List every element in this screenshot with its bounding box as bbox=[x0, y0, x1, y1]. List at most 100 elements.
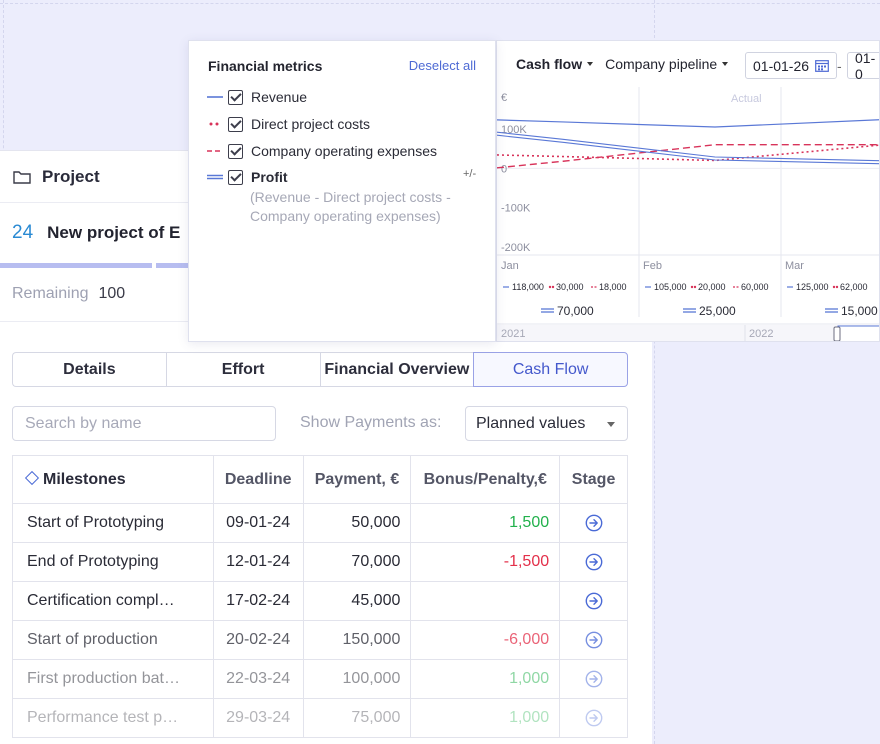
milestone-deadline: 22-03-24 bbox=[212, 659, 304, 699]
milestone-name[interactable]: End of Prototyping bbox=[12, 542, 214, 582]
tab-effort[interactable]: Effort bbox=[165, 352, 320, 387]
table-row[interactable]: End of Prototyping 12-01-24 70,000 -1,500 bbox=[12, 542, 628, 582]
header-payment[interactable]: Payment, € bbox=[302, 455, 412, 504]
table-row[interactable]: Certification compl… 17-02-24 45,000 bbox=[12, 581, 628, 621]
revenue-line bbox=[497, 119, 879, 128]
tab-details[interactable]: Details bbox=[12, 352, 166, 387]
metric-direct-costs[interactable]: Direct project costs bbox=[206, 115, 370, 133]
x-tick-label: Mar bbox=[785, 260, 804, 272]
profit-value-label: 25,000 bbox=[699, 304, 736, 318]
metric-profit[interactable]: Profit bbox=[206, 168, 288, 186]
milestone-stage[interactable] bbox=[559, 542, 628, 582]
arrow-right-circle-icon[interactable] bbox=[585, 553, 603, 571]
milestone-stage[interactable] bbox=[559, 581, 628, 621]
milestone-bonus-penalty: 1,000 bbox=[410, 659, 561, 699]
profit-formula: (Revenue - Direct project costs - Compan… bbox=[250, 189, 451, 224]
milestone-stage[interactable] bbox=[559, 503, 628, 543]
date-to-input[interactable]: 01-0 bbox=[847, 50, 879, 82]
show-payments-select[interactable]: Planned values bbox=[465, 406, 628, 441]
header-stage[interactable]: Stage bbox=[559, 455, 628, 504]
timeline-selection bbox=[837, 325, 879, 341]
revenue-checkbox[interactable] bbox=[228, 89, 243, 105]
milestone-payment: 75,000 bbox=[302, 698, 412, 738]
arrow-right-circle-icon[interactable] bbox=[585, 631, 603, 649]
frame-border-right bbox=[654, 0, 655, 744]
milestone-stage[interactable] bbox=[559, 659, 628, 699]
header-bonus-penalty[interactable]: Bonus/Penalty,€ bbox=[410, 455, 561, 504]
table-row[interactable]: Start of production 20-02-24 150,000 -6,000 bbox=[12, 620, 628, 660]
y-tick-label: -200K bbox=[501, 242, 531, 254]
remaining-row: Remaining 100 bbox=[12, 285, 125, 303]
revenue-value-label: 118,000 bbox=[512, 282, 544, 292]
actual-annotation: Actual bbox=[731, 93, 762, 105]
milestone-payment: 100,000 bbox=[302, 659, 412, 699]
project-tabs: Details Effort Financial Overview Cash F… bbox=[12, 352, 628, 387]
project-name-row: 24 New project of E bbox=[0, 211, 180, 255]
profit-checkbox[interactable] bbox=[228, 169, 243, 185]
project-header-title: Project bbox=[42, 166, 100, 186]
timeline-track bbox=[497, 325, 879, 341]
y-tick-label: 0 bbox=[501, 163, 507, 175]
milestone-payment: 50,000 bbox=[302, 503, 412, 543]
milestone-bonus-penalty: -1,500 bbox=[410, 542, 561, 582]
project-name[interactable]: New project of E bbox=[47, 223, 181, 242]
operating-expenses-value-label: 18,000 bbox=[599, 282, 627, 292]
direct-costs-checkbox[interactable] bbox=[228, 116, 243, 132]
milestone-stage[interactable] bbox=[559, 620, 628, 660]
search-input[interactable] bbox=[12, 406, 276, 441]
milestone-name[interactable]: Performance test p… bbox=[12, 698, 214, 738]
progress-segment bbox=[0, 263, 152, 268]
milestone-stage[interactable] bbox=[559, 698, 628, 738]
calendar-icon bbox=[815, 60, 829, 72]
chart-toolbar: Cash flow Company pipeline bbox=[497, 41, 879, 87]
timeline-year-label: 2021 bbox=[501, 328, 525, 340]
table-row[interactable]: First production bat… 22-03-24 100,000 1,00… bbox=[12, 659, 628, 699]
x-tick-label: Feb bbox=[643, 260, 662, 272]
revenue-value-label: 105,000 bbox=[654, 282, 687, 292]
scope-dropdown[interactable]: Company pipeline bbox=[605, 56, 729, 72]
arrow-right-circle-icon[interactable] bbox=[585, 514, 603, 532]
milestone-deadline: 29-03-24 bbox=[212, 698, 304, 738]
direct-costs-legend-mark bbox=[548, 285, 552, 289]
date-from-input[interactable]: 01-01-26 bbox=[745, 52, 838, 79]
arrow-right-circle-icon[interactable] bbox=[585, 670, 603, 688]
chevron-down-icon bbox=[607, 422, 615, 427]
milestone-deadline: 12-01-24 bbox=[212, 542, 304, 582]
operating-expenses-value-label: 60,000 bbox=[741, 282, 769, 292]
profit-value-label: 70,000 bbox=[557, 304, 594, 318]
deselect-all-link[interactable]: Deselect all bbox=[408, 58, 476, 73]
arrow-right-circle-icon[interactable] bbox=[585, 709, 603, 727]
milestone-payment: 150,000 bbox=[302, 620, 412, 660]
milestone-name[interactable]: First production bat… bbox=[12, 659, 214, 699]
direct-costs-value-label: 62,000 bbox=[840, 282, 868, 292]
table-row[interactable]: Performance test p… 29-03-24 75,000 1,000 bbox=[12, 698, 628, 738]
profit-line bbox=[497, 131, 879, 162]
milestone-name[interactable]: Certification compl… bbox=[12, 581, 214, 621]
y-tick-label: -100K bbox=[501, 203, 531, 215]
milestone-payment: 45,000 bbox=[302, 581, 412, 621]
milestone-name[interactable]: Start of production bbox=[12, 620, 214, 660]
tab-cash-flow[interactable]: Cash Flow bbox=[473, 352, 628, 387]
operating-expenses-checkbox[interactable] bbox=[228, 143, 243, 159]
direct-costs-legend-mark bbox=[693, 285, 697, 289]
view-dropdown[interactable]: Cash flow bbox=[516, 56, 594, 72]
direct-costs-legend-mark bbox=[832, 285, 836, 289]
milestone-deadline: 17-02-24 bbox=[212, 581, 304, 621]
double-line-legend-icon bbox=[207, 174, 223, 180]
header-milestones[interactable]: Milestones bbox=[12, 455, 214, 504]
header-deadline[interactable]: Deadline bbox=[212, 455, 304, 504]
milestone-name[interactable]: Start of Prototyping bbox=[12, 503, 214, 543]
dotted-line-legend-icon bbox=[209, 122, 219, 126]
project-id: 24 bbox=[12, 222, 34, 243]
profit-line bbox=[497, 134, 879, 165]
direct-costs-legend-mark bbox=[835, 285, 839, 289]
metric-operating-expenses[interactable]: Company operating expenses bbox=[206, 142, 437, 160]
metric-revenue[interactable]: Revenue bbox=[206, 88, 307, 106]
arrow-right-circle-icon[interactable] bbox=[585, 592, 603, 610]
milestone-bonus-penalty: -6,000 bbox=[410, 620, 561, 660]
table-row[interactable]: Start of Prototyping 09-01-24 50,000 1,500 bbox=[12, 503, 628, 543]
table-header-row: Milestones Deadline Payment, € Bonus/Pen… bbox=[12, 455, 628, 504]
tab-financial-overview[interactable]: Financial Overview bbox=[319, 352, 474, 387]
milestone-payment: 70,000 bbox=[302, 542, 412, 582]
caret-down-icon bbox=[722, 62, 729, 66]
